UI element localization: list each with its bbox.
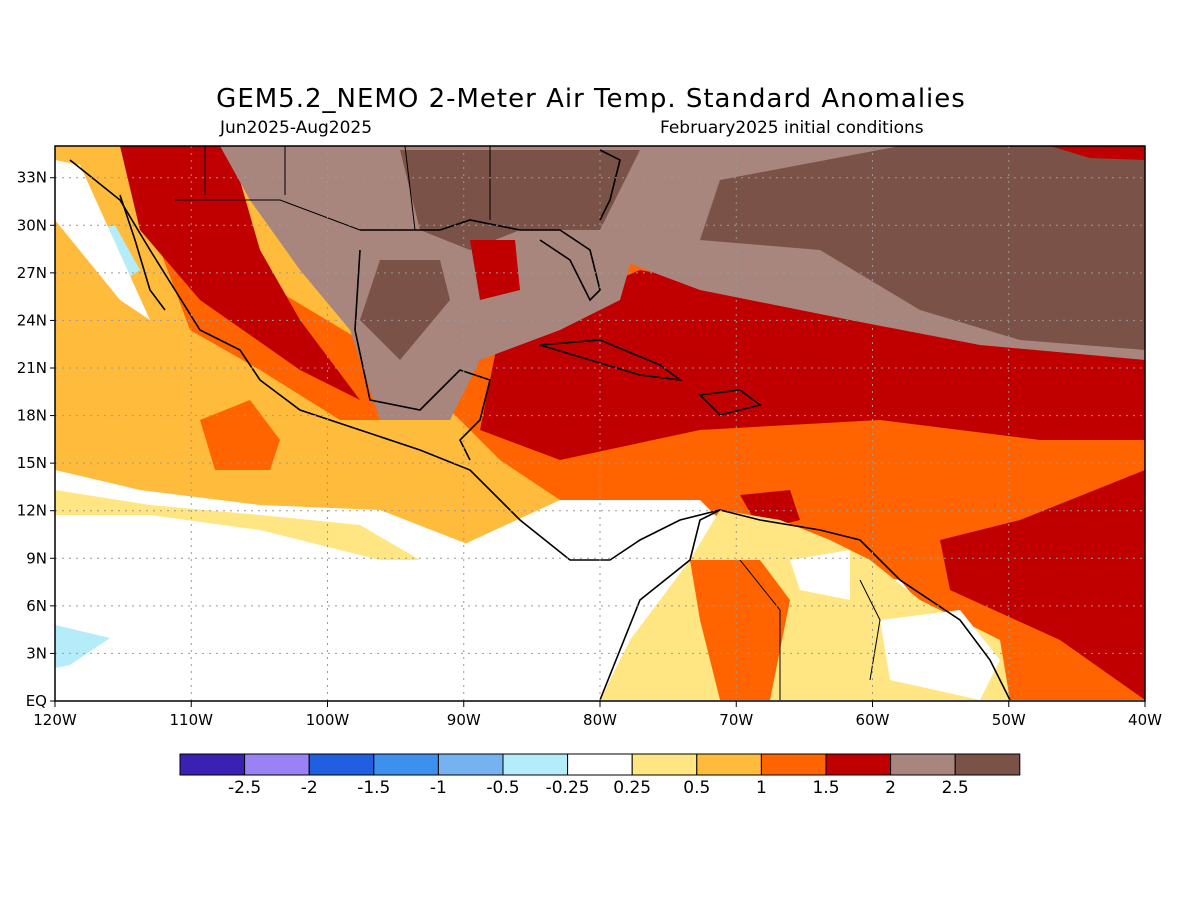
colorbar-swatch <box>954 753 1021 776</box>
anomaly-band-darkbrown-atlantic <box>700 146 1145 350</box>
map-title: GEM5.2_NEMO 2-Meter Air Temp. Standard A… <box>216 84 966 114</box>
anomaly-patch-red-gulf <box>470 240 520 300</box>
coastline-gulf-mexico <box>354 249 491 461</box>
colorbar-label: -1.5 <box>357 778 390 798</box>
colorbar-swatch <box>825 753 892 776</box>
anomaly-band-yellow-edge <box>55 490 420 560</box>
colorbar-label: 0.25 <box>613 778 651 798</box>
y-tick-label: 15N <box>17 454 47 472</box>
border-venezuela-guyana <box>859 579 881 681</box>
anomaly-patch-lightblue-pacific <box>55 625 110 668</box>
coastline-cuba <box>539 339 683 382</box>
colorbar-label: -0.5 <box>486 778 519 798</box>
x-tick-label: 40W <box>1128 711 1162 729</box>
y-tick-label: EQ <box>26 692 47 710</box>
political-borders <box>175 145 881 700</box>
colorbar-swatch <box>437 753 504 776</box>
anomaly-band-white-pacific <box>55 470 600 700</box>
x-tick-label: 80W <box>583 711 617 729</box>
colorbar-swatch <box>631 753 698 776</box>
y-tick-label: 21N <box>17 359 47 377</box>
colorbar-swatch <box>244 753 310 776</box>
y-tick-label: 3N <box>26 644 47 662</box>
coastline-gulf-north <box>360 219 601 302</box>
colorbar-swatch <box>373 753 439 776</box>
y-tick-label: 12N <box>17 502 47 520</box>
colorbar-label: 0.5 <box>683 778 710 798</box>
colorbar-swatch <box>308 753 375 776</box>
anomaly-patch-orange-1 <box>200 400 280 470</box>
anomaly-field <box>55 146 1145 701</box>
colorbar-label: 1.5 <box>812 778 839 798</box>
anomaly-patch-orange-colombia <box>690 560 790 700</box>
colorbar: -2.5 -2 -1.5 -1 -0.5 -0.25 0.25 0.5 1 1.5 2 2.5 <box>179 753 1021 798</box>
anomaly-patch-white-baja <box>55 160 150 320</box>
anomaly-patch-red-atlantic <box>940 470 1145 700</box>
colorbar-swatch <box>696 753 762 776</box>
initial-conditions: February2025 initial conditions <box>660 118 924 138</box>
axes: 120W 110W 100W 90W 80W 70W 60W 50W 40W EQ 3N 6N 9N 12… <box>17 169 1162 729</box>
colorbar-swatch <box>890 753 956 776</box>
x-tick-label: 60W <box>856 711 890 729</box>
anomaly-patch-red-corner <box>1050 146 1145 160</box>
colorbar-swatch <box>760 753 827 776</box>
colorbar-label: 2.5 <box>942 778 969 798</box>
coastline-baja <box>119 194 166 311</box>
anomaly-patch-red-mexico <box>120 146 360 400</box>
x-tick-label: 50W <box>992 711 1026 729</box>
valid-period: Jun2025-Aug2025 <box>220 118 373 138</box>
border-us-mexico <box>175 199 361 231</box>
x-tick-label: 110W <box>170 711 214 729</box>
coastline-colombia <box>599 509 721 701</box>
y-tick-label: 27N <box>17 264 47 282</box>
x-tick-label: 70W <box>719 711 753 729</box>
y-tick-label: 33N <box>17 169 47 187</box>
y-tick-label: 9N <box>26 549 47 567</box>
coastline-atlantic-us <box>599 149 621 221</box>
x-tick-label: 90W <box>447 711 481 729</box>
coastline-hispaniola <box>698 389 762 416</box>
gridlines <box>55 146 1145 701</box>
y-tick-label: 18N <box>17 407 47 425</box>
x-tick-label: 120W <box>33 711 77 729</box>
colorbar-swatch <box>567 753 633 776</box>
y-tick-label: 6N <box>26 597 47 615</box>
border-us-state-3 <box>404 145 416 231</box>
anomaly-patch-darkbrown-gulf <box>360 260 450 360</box>
coastline-pacific-caribbean <box>69 159 1011 701</box>
colorbar-label: -2 <box>301 778 318 798</box>
border-colombia-venezuela <box>739 559 781 700</box>
colorbar-swatch <box>502 753 569 776</box>
colorbar-label: 1 <box>756 778 767 798</box>
coastlines <box>69 149 1011 701</box>
colorbar-label: 2 <box>885 778 896 798</box>
anomaly-patch-white-venezuela <box>790 550 850 600</box>
colorbar-swatch <box>179 753 246 776</box>
y-tick-label: 30N <box>17 216 47 234</box>
colorbar-label: -0.25 <box>546 778 590 798</box>
y-tick-label: 24N <box>17 311 47 329</box>
colorbar-label: -2.5 <box>228 778 261 798</box>
x-tick-label: 100W <box>306 711 350 729</box>
colorbar-label: -1 <box>430 778 447 798</box>
